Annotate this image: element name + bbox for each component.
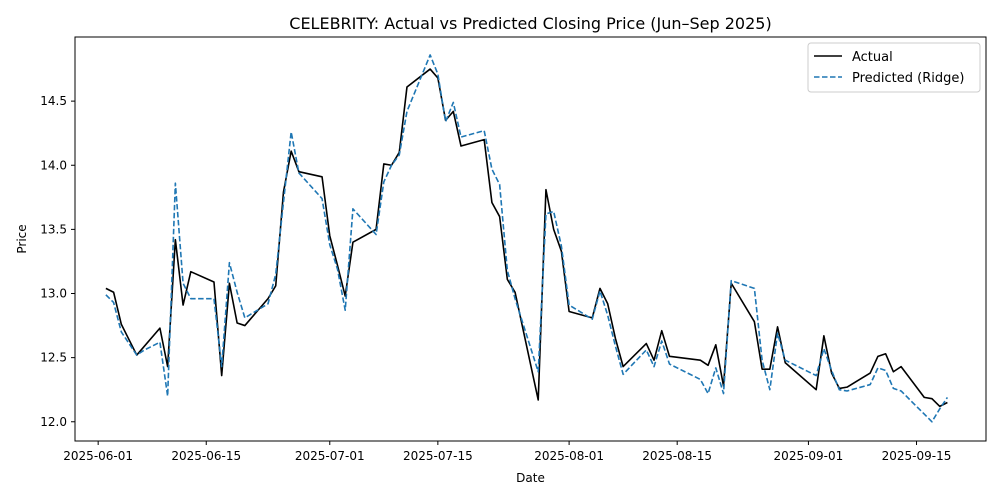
x-tick-label: 2025-08-01 — [534, 449, 604, 463]
legend-label: Predicted (Ridge) — [852, 71, 964, 86]
legend: Actual Predicted (Ridge) — [807, 42, 981, 93]
y-tick-label: 12.0 — [40, 415, 67, 429]
x-tick-label: 2025-09-15 — [882, 449, 952, 463]
x-tick-label: 2025-08-15 — [642, 449, 712, 463]
x-tick-label: 2025-09-01 — [774, 449, 844, 463]
plot-frame — [74, 36, 987, 442]
x-tick-label: 2025-06-01 — [63, 449, 133, 463]
x-tick-label: 2025-07-15 — [403, 449, 473, 463]
y-axis-label: Price — [15, 224, 29, 253]
y-tick-label: 13.5 — [40, 222, 67, 236]
y-tick-label: 12.5 — [40, 351, 67, 365]
x-tick-label: 2025-07-01 — [295, 449, 365, 463]
y-axis: 12.0 12.5 13.0 13.5 14.0 14.5 — [40, 94, 75, 429]
legend-box — [807, 42, 981, 93]
plot-area — [105, 54, 949, 423]
x-tick-label: 2025-06-15 — [171, 449, 241, 463]
x-axis: 2025-06-01 2025-06-15 2025-07-01 2025-07-15… — [63, 441, 951, 463]
series-line-actual — [105, 68, 948, 408]
y-tick-label: 14.5 — [40, 94, 67, 108]
legend-label: Actual — [852, 50, 893, 65]
y-tick-label: 14.0 — [40, 158, 67, 172]
chart-title: CELEBRITY: Actual vs Predicted Closing P… — [289, 14, 771, 33]
series-line-predicted — [105, 54, 949, 423]
x-axis-label: Date — [516, 471, 545, 485]
y-tick-label: 13.0 — [40, 287, 67, 301]
